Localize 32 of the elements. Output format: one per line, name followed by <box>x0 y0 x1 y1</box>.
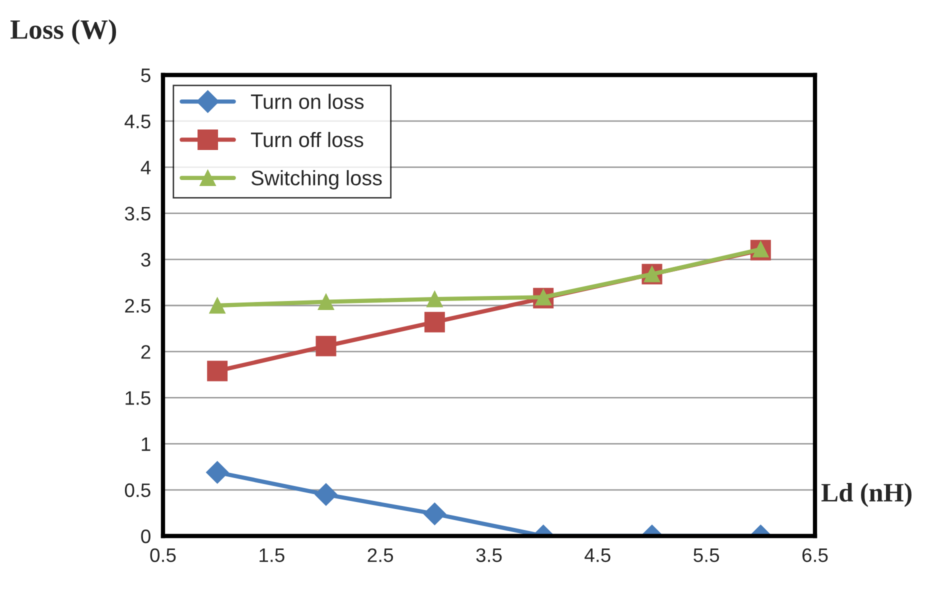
y-tick-label: 2 <box>141 345 150 359</box>
legend-label: Turn on loss <box>250 94 364 110</box>
y-tick-label: 0.5 <box>124 483 150 498</box>
point <box>207 360 228 382</box>
y-tick-label: 4.5 <box>124 114 150 128</box>
x-tick-label: 2.5 <box>368 548 394 562</box>
y-tick-label: 3 <box>141 252 150 267</box>
point <box>423 502 446 526</box>
y-tick-label: 5 <box>141 68 150 82</box>
x-tick-label: 5.5 <box>694 548 720 562</box>
legend-label: Turn off loss <box>250 132 364 148</box>
y-axis-title: Loss (W) <box>10 19 116 45</box>
y-tick-label: 3.5 <box>124 206 150 221</box>
x-tick-label: 6.5 <box>802 548 828 562</box>
point <box>206 461 229 484</box>
point <box>424 312 445 332</box>
point <box>209 297 226 314</box>
x-tick-label: 0.5 <box>150 548 176 562</box>
y-tick-label: 4 <box>140 160 151 174</box>
point <box>314 483 338 506</box>
point <box>426 290 443 308</box>
y-tick-label: 1 <box>142 437 150 451</box>
y-tick-label: 2.5 <box>125 298 150 313</box>
x-tick-label: 3.5 <box>476 548 502 562</box>
point <box>316 336 336 356</box>
x-axis-title: Ld (nH) <box>821 483 912 507</box>
y-tick-label: 0 <box>141 529 150 544</box>
point <box>318 294 334 310</box>
legend-label: Switching loss <box>251 170 382 190</box>
y-tick-label: 1.5 <box>126 391 150 405</box>
x-tick-label: 1.5 <box>260 548 284 562</box>
x-tick-label: 4.5 <box>584 548 610 562</box>
